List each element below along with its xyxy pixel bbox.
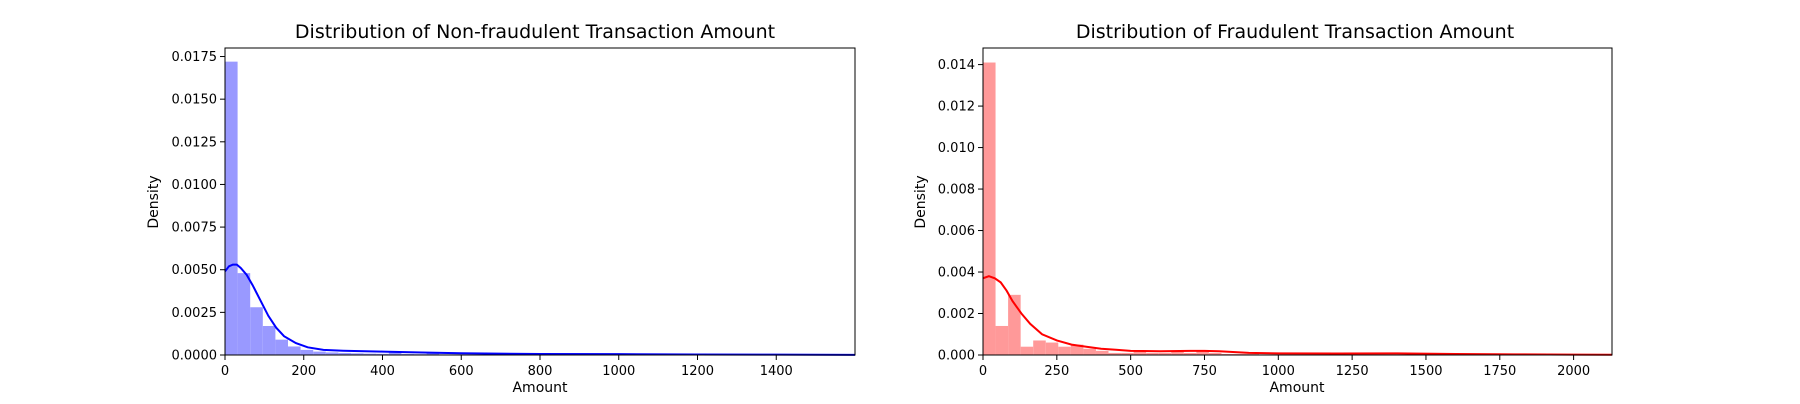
x-axis-ticks: 0 200 400 600 800 1000 1200 1400 xyxy=(221,355,793,379)
y-tick-label: 0.004 xyxy=(938,266,975,281)
y-tick-label: 0.000 xyxy=(938,349,975,364)
histogram-bar xyxy=(225,62,238,355)
x-axis-ticks: 0 250 500 750 1000 1250 1500 1750 2000 xyxy=(979,355,1590,379)
x-tick-label: 600 xyxy=(449,364,474,379)
x-tick-label: 2000 xyxy=(1557,364,1590,379)
histogram-bar xyxy=(288,346,301,355)
histogram-bar xyxy=(996,326,1009,355)
histogram-bar xyxy=(1033,340,1046,355)
histogram-bar xyxy=(263,326,276,355)
x-tick-label: 200 xyxy=(291,364,316,379)
y-tick-label: 0.0150 xyxy=(172,93,218,108)
y-tick-label: 0.002 xyxy=(938,307,975,322)
y-tick-label: 0.0025 xyxy=(172,306,218,321)
plot-frame xyxy=(225,48,855,355)
histogram-bar xyxy=(1096,351,1109,355)
x-tick-label: 1500 xyxy=(1409,364,1442,379)
kde-line xyxy=(225,265,855,355)
histogram-bar xyxy=(275,340,288,355)
y-tick-label: 0.006 xyxy=(938,224,975,239)
histogram-bar xyxy=(1058,347,1071,355)
y-axis-label: Density xyxy=(146,175,162,228)
histogram-bars xyxy=(983,63,1611,355)
y-tick-label: 0.0125 xyxy=(172,135,218,150)
histogram-bar xyxy=(1083,349,1096,355)
x-tick-label: 800 xyxy=(528,364,553,379)
x-tick-label: 1250 xyxy=(1336,364,1369,379)
chart-title: Distribution of Non-fraudulent Transacti… xyxy=(295,21,775,43)
y-axis-label: Density xyxy=(913,175,929,228)
histogram-bar xyxy=(301,350,314,355)
histogram-bar xyxy=(313,352,326,355)
x-tick-label: 1000 xyxy=(602,364,635,379)
plot-frame xyxy=(983,48,1612,355)
histogram-bar xyxy=(1021,347,1034,355)
x-tick-label: 0 xyxy=(221,364,229,379)
histogram-bar xyxy=(983,63,996,355)
y-tick-label: 0.010 xyxy=(938,141,975,156)
histogram-bar xyxy=(238,273,251,355)
y-tick-label: 0.0100 xyxy=(172,178,218,193)
x-tick-label: 0 xyxy=(979,364,987,379)
chart-title: Distribution of Fraudulent Transaction A… xyxy=(1076,21,1514,43)
x-tick-label: 500 xyxy=(1118,364,1143,379)
histogram-bars xyxy=(225,62,855,355)
y-tick-label: 0.008 xyxy=(938,183,975,198)
y-tick-label: 0.0075 xyxy=(172,221,218,236)
y-tick-label: 0.0050 xyxy=(172,263,218,278)
y-axis-ticks: 0.000 0.002 0.004 0.006 0.008 0.010 0.012 0.014 xyxy=(938,58,983,363)
y-tick-label: 0.012 xyxy=(938,100,975,115)
x-axis-label: Amount xyxy=(1269,380,1325,396)
y-axis-ticks: 0.0000 0.0025 0.0050 0.0075 0.0100 0.0125 0.01… xyxy=(172,50,226,363)
y-tick-label: 0.0000 xyxy=(172,349,218,364)
x-tick-label: 400 xyxy=(370,364,395,379)
x-tick-label: 1200 xyxy=(681,364,714,379)
x-tick-label: 250 xyxy=(1044,364,1069,379)
y-tick-label: 0.014 xyxy=(938,58,975,73)
histogram-bar xyxy=(250,307,263,355)
x-tick-label: 1400 xyxy=(760,364,793,379)
histogram-bar xyxy=(1046,343,1059,355)
y-tick-label: 0.0175 xyxy=(172,50,218,65)
chart-non-fraudulent: Distribution of Non-fraudulent Transacti… xyxy=(146,21,855,396)
x-axis-label: Amount xyxy=(512,380,568,396)
x-tick-label: 750 xyxy=(1192,364,1217,379)
x-tick-label: 1750 xyxy=(1483,364,1516,379)
x-tick-label: 1000 xyxy=(1262,364,1295,379)
kde-line xyxy=(983,276,1612,355)
chart-fraudulent: Distribution of Fraudulent Transaction A… xyxy=(913,21,1612,396)
